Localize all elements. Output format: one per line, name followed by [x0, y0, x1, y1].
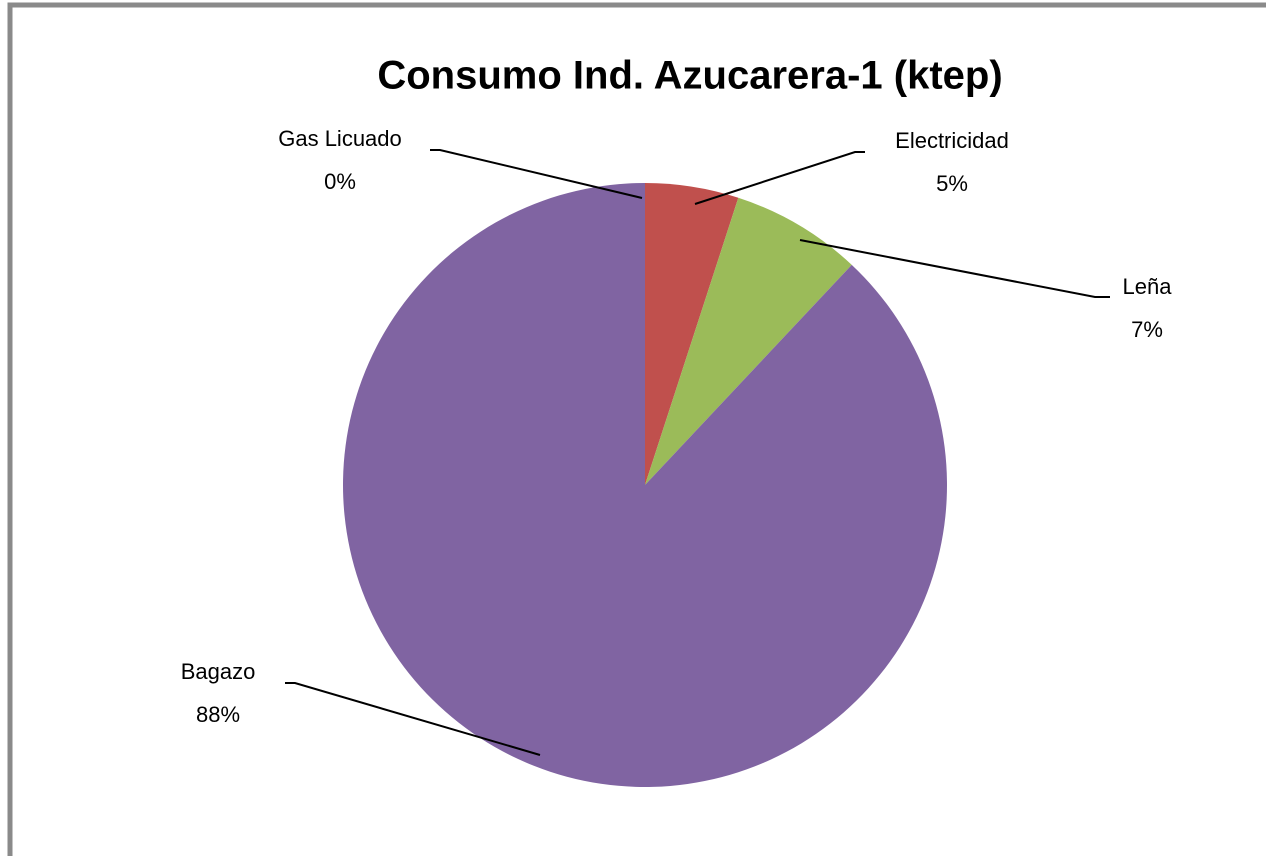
slice-value-label: 0%	[324, 169, 356, 194]
slice-label: Electricidad	[895, 128, 1009, 153]
slice-label: Leña	[1123, 274, 1173, 299]
slice-label: Bagazo	[181, 659, 256, 684]
slice-value-label: 88%	[196, 702, 240, 727]
slice-value-label: 7%	[1131, 317, 1163, 342]
leader-line	[430, 149, 643, 199]
leader-line	[799, 239, 1110, 298]
chart-title: Consumo Ind. Azucarera-1 (ktep)	[377, 54, 1002, 98]
slice-value-label: 5%	[936, 171, 968, 196]
pie-slice	[342, 183, 947, 788]
leader-line	[694, 151, 865, 205]
frame	[7, 2, 1266, 856]
pie-slice	[645, 183, 739, 485]
slice-label: Gas Licuado	[278, 126, 402, 151]
pie-slice	[645, 197, 852, 485]
leader-line	[285, 682, 541, 756]
